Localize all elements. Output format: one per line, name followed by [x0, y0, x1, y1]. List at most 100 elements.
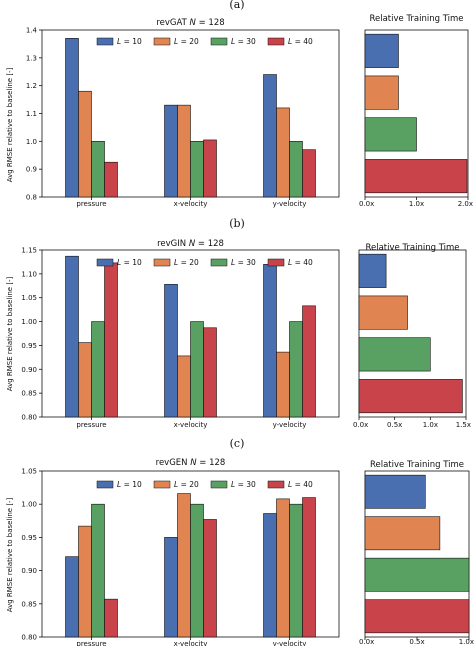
legend-value: = 30: [235, 480, 256, 489]
x-tick-label: y-velocity: [273, 421, 307, 429]
legend-label: L = 10: [117, 37, 142, 46]
bar: [203, 327, 217, 418]
side-bar: [364, 516, 441, 551]
legend-swatch: [96, 480, 114, 489]
bar: [65, 255, 79, 418]
side-bar: [364, 159, 468, 194]
bar: [104, 262, 118, 418]
bar: [104, 161, 118, 198]
x-tick-label: x-velocity: [174, 200, 208, 208]
panel-label: (b): [229, 217, 245, 230]
legend-label: L = 30: [231, 480, 256, 489]
legend-value: = 40: [292, 37, 313, 46]
bar: [164, 104, 178, 198]
legend-var: L: [174, 258, 178, 267]
legend: L = 10 L = 20 L = 30 L = 40: [96, 480, 313, 489]
bar: [177, 493, 191, 638]
bar: [190, 321, 204, 418]
side-x-tick-label: 1.0x: [423, 421, 438, 429]
title-part: = 128: [197, 458, 226, 468]
y-tick-label: 1.1: [26, 110, 37, 118]
legend-value: = 20: [178, 480, 199, 489]
side-x-tick-label: 0.0x: [359, 638, 374, 646]
bar: [302, 305, 316, 418]
legend-label: L = 20: [174, 37, 199, 46]
legend-label: L = 40: [288, 258, 313, 267]
legend-swatch: [210, 480, 228, 489]
chart-panel: (a) revGAT N = 128 0.8 0.9 1.0 1.1 1.2 1.3 1.4 Av…: [6, 0, 473, 208]
y-tick-label: 1.2: [26, 82, 37, 90]
legend-var: L: [174, 480, 178, 489]
legend-var: L: [117, 37, 121, 46]
bar: [164, 284, 178, 418]
title-part: N: [189, 239, 196, 249]
side-bar: [364, 599, 470, 634]
side-bar: [364, 33, 399, 68]
y-tick-label: 0.85: [21, 600, 37, 608]
y-tick-label: 1.05: [21, 468, 37, 476]
x-tick-label: y-velocity: [273, 200, 307, 208]
side-title: Relative Training Time: [365, 243, 459, 253]
bar: [65, 556, 79, 638]
side-bar: [358, 379, 463, 414]
title-part: N: [190, 458, 197, 468]
bar: [78, 342, 92, 418]
title-part: revGAT: [156, 18, 189, 28]
bar: [91, 141, 105, 198]
y-tick-label: 1.00: [21, 318, 37, 326]
bar: [203, 139, 217, 198]
y-axis-label: Avg RMSE relative to baseline [-]: [6, 67, 14, 182]
bar: [276, 107, 290, 198]
legend-swatch: [96, 37, 114, 46]
legend-label: L = 30: [231, 37, 256, 46]
legend-var: L: [231, 37, 235, 46]
legend-value: = 10: [121, 37, 142, 46]
bar: [276, 498, 290, 638]
legend-label: L = 20: [174, 480, 199, 489]
chart-panel: (c) revGEN N = 128 0.80 0.85 0.90 0.95 1.00 1.0…: [6, 437, 474, 646]
side-x-tick-label: 1.0x: [459, 638, 474, 646]
side-bar: [358, 337, 431, 372]
side-x-tick-label: 0.5x: [387, 421, 402, 429]
y-axis-label: Avg RMSE relative to baseline [-]: [6, 497, 14, 612]
y-tick-label: 1.15: [21, 247, 37, 255]
side-bar: [364, 75, 399, 110]
bar: [289, 141, 303, 198]
y-tick-label: 0.90: [21, 366, 37, 374]
legend-value: = 20: [178, 258, 199, 267]
bar: [203, 519, 217, 638]
bar: [289, 321, 303, 418]
y-tick-label: 0.90: [21, 567, 37, 575]
bar: [104, 598, 118, 638]
legend-swatch: [267, 258, 285, 267]
y-tick-label: 1.3: [26, 54, 37, 62]
x-tick-label: pressure: [76, 200, 106, 208]
legend-var: L: [231, 258, 235, 267]
legend-swatch: [210, 37, 228, 46]
y-axis-label: Avg RMSE relative to baseline [-]: [6, 276, 14, 391]
chart-panel: (b) revGIN N = 128 0.80 0.85 0.90 0.95 1.00 1.0…: [6, 217, 471, 429]
y-tick-label: 1.0: [26, 138, 37, 146]
legend-var: L: [117, 480, 121, 489]
bar: [164, 537, 178, 638]
bar: [177, 355, 191, 418]
bar: [289, 503, 303, 638]
legend-swatch: [153, 480, 171, 489]
x-tick-label: pressure: [76, 421, 106, 429]
side-frame: [358, 249, 467, 418]
panel-label: (a): [229, 0, 244, 11]
legend-var: L: [288, 37, 292, 46]
title-part: = 128: [196, 18, 225, 28]
legend-label: L = 40: [288, 37, 313, 46]
y-tick-label: 0.8: [26, 194, 37, 202]
title-part: = 128: [195, 239, 224, 249]
y-tick-label: 0.85: [21, 390, 37, 398]
legend-value: = 10: [121, 258, 142, 267]
legend-var: L: [288, 258, 292, 267]
chart-title: revGIN N = 128: [157, 239, 224, 249]
x-tick-label: y-velocity: [273, 640, 307, 646]
legend-value: = 40: [292, 258, 313, 267]
legend: L = 10 L = 20 L = 30 L = 40: [96, 37, 313, 46]
y-tick-label: 0.80: [21, 634, 37, 642]
